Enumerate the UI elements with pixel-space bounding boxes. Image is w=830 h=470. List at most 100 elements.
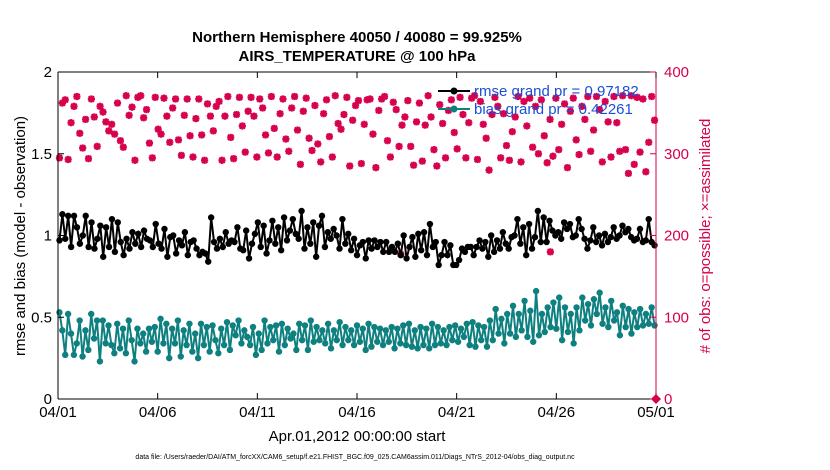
obs-point <box>87 95 95 103</box>
obs-mark-d2 <box>584 93 592 101</box>
obs-point <box>369 130 377 138</box>
obs-mark-d2 <box>183 95 191 103</box>
obs-point <box>441 154 450 162</box>
obs-mark-d2 <box>563 164 571 172</box>
rmse-point <box>59 211 66 218</box>
rmse-point <box>549 227 556 234</box>
bias-point <box>440 327 447 334</box>
obs-mark-d2 <box>189 153 197 161</box>
obs-point <box>555 146 563 154</box>
obs-point <box>380 92 389 101</box>
rmse-point <box>301 245 308 252</box>
bias-point <box>307 317 314 324</box>
obs-point <box>412 118 421 126</box>
rmse-point <box>304 224 311 231</box>
bias-point <box>596 289 603 296</box>
obs-point <box>206 112 215 120</box>
rmse-point <box>251 230 259 238</box>
obs-mark-d2 <box>270 124 278 132</box>
rmse-point <box>272 240 279 247</box>
obs-point <box>543 159 551 167</box>
rmse-point <box>598 242 606 249</box>
obs-point <box>549 152 557 160</box>
rmse-point <box>321 243 329 251</box>
obs-point <box>55 154 64 162</box>
obs-point <box>439 119 447 128</box>
x-tick-label: 04/21 <box>438 404 476 421</box>
rmse-point <box>219 243 227 251</box>
bias-point <box>541 328 548 336</box>
rmse-point <box>184 251 192 259</box>
obs-point <box>465 119 473 127</box>
bias-point <box>558 336 566 344</box>
obs-mark-d2 <box>276 110 284 118</box>
bias-point <box>186 320 193 327</box>
rmse-point <box>324 229 332 236</box>
obs-point <box>241 148 249 156</box>
rmse-point <box>79 232 87 239</box>
rmse-point <box>374 243 381 251</box>
obs-point <box>624 169 633 177</box>
obs-mark-d2 <box>581 115 589 123</box>
obs-mark-d2 <box>90 113 98 121</box>
obs-mark-d2 <box>325 133 333 141</box>
obs-mark-d2 <box>291 93 299 101</box>
x-tick-label: 04/11 <box>239 404 275 421</box>
obs-point <box>276 110 284 118</box>
rmse-point <box>642 237 649 244</box>
bias-point <box>166 354 173 362</box>
bias-point <box>556 294 563 301</box>
obs-point <box>616 147 624 155</box>
obs-point <box>163 112 171 120</box>
obs-mark-d2 <box>636 148 644 156</box>
bias-point <box>206 348 213 355</box>
data-file-footer: data file: /Users/raeder/DAI/ATM_forcXX/… <box>135 454 575 461</box>
obs-point <box>537 96 545 104</box>
rmse-point <box>289 215 297 223</box>
legend-bias-label: bias grand pr = 0.42261 <box>474 101 633 118</box>
obs-point <box>421 121 429 129</box>
obs-point <box>227 133 235 141</box>
obs-mark-d2 <box>398 121 406 129</box>
obs-mark-d2 <box>552 94 560 102</box>
rmse-point <box>347 247 355 254</box>
bias-point <box>154 348 161 355</box>
bias-point <box>527 307 534 314</box>
bias-point <box>472 343 479 350</box>
bias-point <box>56 309 63 316</box>
rmse-point <box>435 261 442 269</box>
bias-point <box>590 296 598 303</box>
obs-mark-d2 <box>70 102 78 110</box>
bias-point <box>359 325 366 332</box>
obs-point <box>566 107 574 115</box>
obs-point <box>627 92 635 100</box>
obs-point <box>389 98 397 106</box>
rmse-point <box>339 215 346 223</box>
rmse-point <box>476 237 483 244</box>
obs-mark-d2 <box>296 160 304 168</box>
obs-point <box>264 149 273 157</box>
rmse-point <box>254 219 262 226</box>
obs-mark-d2 <box>320 110 328 118</box>
obs-point <box>386 153 394 161</box>
rmse-point <box>202 250 209 257</box>
bias-point <box>454 338 462 345</box>
bias-point <box>293 346 300 354</box>
rmse-point <box>593 238 600 246</box>
obs-point <box>526 94 534 102</box>
y-tick-left-label: 1.5 <box>31 146 52 163</box>
rmse-point <box>572 232 579 239</box>
rmse-point <box>438 251 445 259</box>
obs-mark-d2 <box>624 169 632 177</box>
x-tick-label: 04/01 <box>39 404 77 421</box>
rmse-point <box>531 233 539 241</box>
bias-point <box>145 325 153 332</box>
y-tick-left-label: 0 <box>44 391 52 408</box>
rmse-point <box>132 240 139 247</box>
obs-mark-d2 <box>415 99 423 107</box>
obs-mark-d2 <box>259 104 267 112</box>
obs-mark-d2 <box>407 142 415 150</box>
obs-point <box>293 126 302 134</box>
bias-point <box>64 310 72 318</box>
obs-point <box>383 137 392 145</box>
